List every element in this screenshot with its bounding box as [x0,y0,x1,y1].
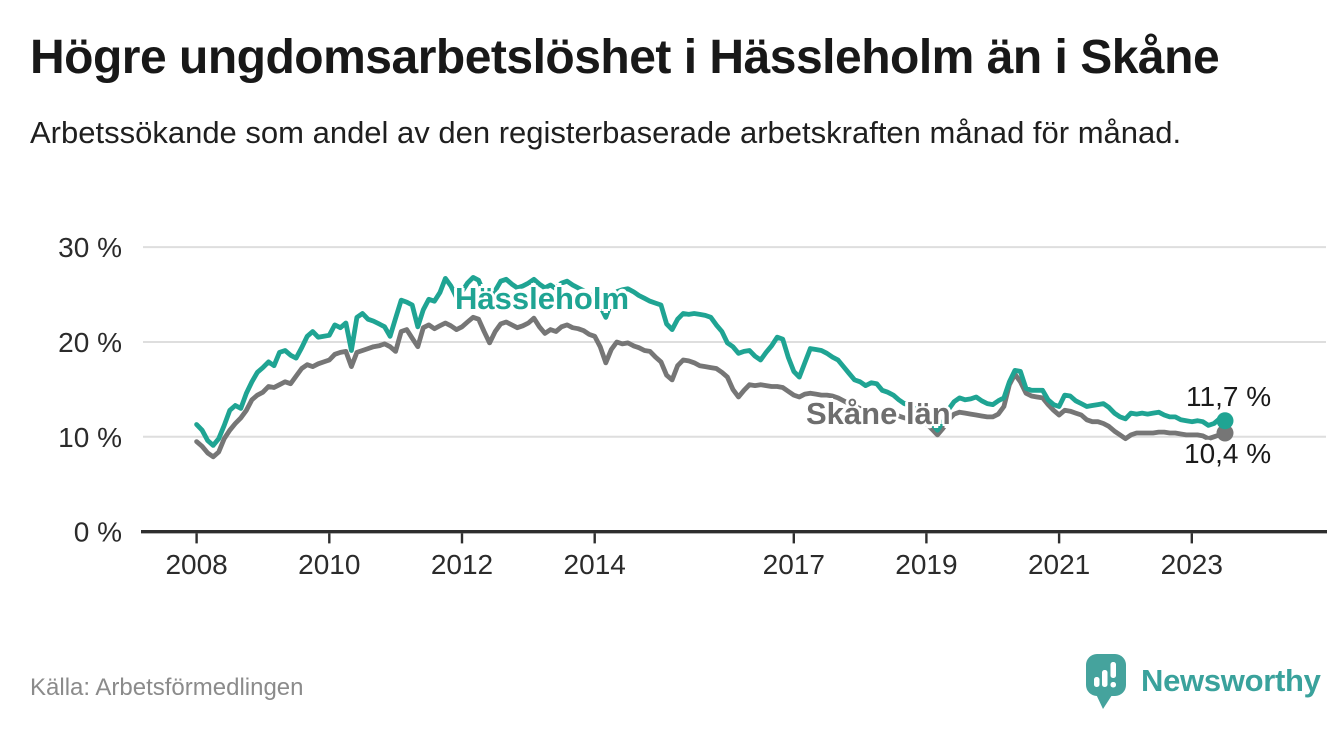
y-axis-tick-label: 0 % [74,517,122,548]
end-value-label-skane: 10,4 % [1184,438,1272,469]
series-line-skane [194,314,1228,460]
x-axis-tick-label: 2023 [1161,549,1223,580]
y-axis-tick-label: 10 % [58,422,122,453]
series-label-hassleholm: Hässleholm [455,281,630,316]
page-subtitle: Arbetssökande som andel av den registerb… [30,115,1182,150]
x-axis-tick-label: 2008 [165,549,227,580]
end-dot-skane [1216,424,1234,442]
series-label-skane: Skåne län [806,396,951,431]
x-axis-tick-label: 2017 [763,549,825,580]
page-title: Högre ungdomsarbetslöshet i Hässleholm ä… [30,31,1220,84]
bar-chart-speech-bubble-icon [1086,654,1126,709]
newsworthy-logo: Newsworthy [1086,652,1321,710]
end-value-label-hassleholm: 11,7 % [1186,381,1272,412]
x-axis-tick-label: 2010 [298,549,360,580]
series-line-hassleholm [194,274,1228,448]
x-axis-tick-label: 2021 [1028,549,1090,580]
end-dot-hassleholm [1216,412,1234,430]
y-axis-tick-label: 20 % [58,327,122,358]
x-axis-tick-label: 2014 [564,549,626,580]
brand-wordmark: Newsworthy [1141,663,1321,698]
x-axis-tick-label: 2012 [431,549,493,580]
y-axis-tick-label: 30 % [58,232,122,263]
x-axis-tick-label: 2019 [895,549,957,580]
source-note: Källa: Arbetsförmedlingen [30,674,304,701]
